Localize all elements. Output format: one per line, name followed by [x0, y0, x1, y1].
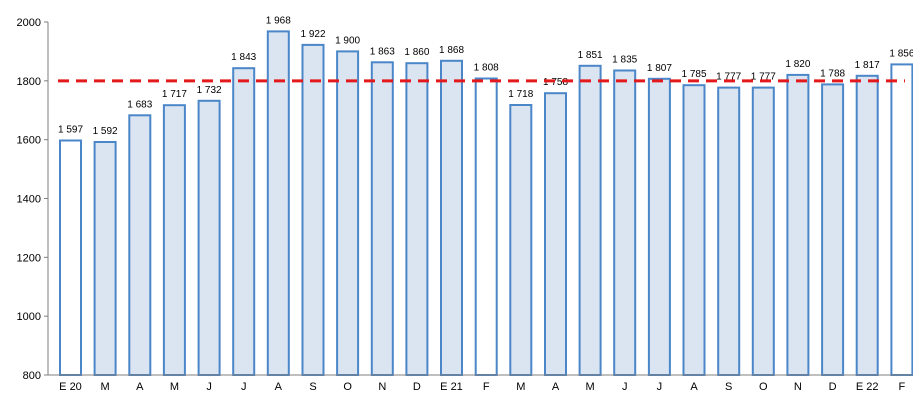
category-label-0: E 20 [59, 381, 82, 393]
y-tick-label: 2000 [17, 17, 41, 29]
data-label-6: 1 968 [266, 15, 291, 26]
data-label-17: 1 807 [647, 63, 672, 74]
data-label-13: 1 718 [508, 89, 533, 100]
data-label-21: 1 820 [785, 59, 810, 70]
data-label-9: 1 863 [370, 46, 395, 57]
bar-4 [197, 99, 221, 377]
bar-13 [509, 104, 533, 376]
data-label-23: 1 817 [855, 60, 880, 71]
bar-16 [613, 69, 637, 376]
data-label-1: 1 592 [93, 126, 118, 137]
category-label-24: F [899, 381, 906, 393]
data-label-16: 1 835 [612, 55, 637, 66]
bar-2 [128, 114, 152, 377]
bar-21 [786, 73, 810, 377]
x-axis-category-labels: E 20 M A M J J A S O N D E 21 F M A M J J A S O N D E 22 F [59, 381, 905, 393]
category-label-23: E 22 [856, 381, 879, 393]
category-label-16: J [622, 381, 628, 393]
y-tick-label: 1400 [17, 194, 41, 206]
category-label-1: M [101, 381, 110, 393]
bar-18 [682, 84, 706, 376]
data-labels: 1 597 1 592 1 683 1 717 1 732 1 843 1 968 1 922… [58, 15, 913, 137]
bar-6 [266, 30, 290, 377]
category-label-18: A [690, 381, 698, 393]
data-label-5: 1 843 [231, 52, 256, 63]
category-label-22: D [829, 381, 837, 393]
data-label-2: 1 683 [127, 99, 152, 110]
bar-10 [405, 62, 429, 376]
bar-series [59, 30, 913, 377]
category-label-6: A [275, 381, 283, 393]
category-label-17: J [657, 381, 663, 393]
bar-23 [855, 74, 879, 377]
bar-3 [162, 104, 186, 376]
category-label-21: N [794, 381, 802, 393]
data-label-18: 1 785 [681, 69, 706, 80]
bar-1 [93, 141, 117, 376]
category-label-5: J [241, 381, 247, 393]
category-label-8: O [343, 381, 352, 393]
category-label-14: A [552, 381, 560, 393]
category-label-11: E 21 [440, 381, 463, 393]
y-tick-label: 1600 [17, 135, 41, 147]
bar-17 [647, 77, 671, 377]
y-axis-ticks: 800 1000 1200 1400 1600 1800 2000 [17, 17, 48, 382]
category-label-15: M [586, 381, 595, 393]
category-label-13: M [516, 381, 525, 393]
bar-22 [821, 83, 845, 377]
data-label-7: 1 922 [300, 29, 325, 40]
data-label-14: 1 758 [543, 77, 568, 88]
data-label-15: 1 851 [578, 50, 603, 61]
data-label-8: 1 900 [335, 35, 360, 46]
bar-9 [370, 61, 394, 377]
category-label-4: J [206, 381, 212, 393]
bar-20 [751, 86, 775, 376]
category-label-12: F [483, 381, 490, 393]
bar-12 [474, 77, 498, 376]
bar-11 [440, 59, 463, 377]
data-label-22: 1 788 [820, 68, 845, 79]
category-label-7: S [309, 381, 316, 393]
category-label-2: A [136, 381, 144, 393]
data-label-19: 1 777 [716, 72, 741, 83]
data-label-24: 1 856 [889, 48, 913, 59]
data-label-20: 1 777 [751, 72, 776, 83]
y-tick-label: 1000 [17, 311, 41, 323]
y-tick-label: 800 [23, 370, 41, 382]
bar-5 [232, 67, 256, 376]
category-label-3: M [170, 381, 179, 393]
y-tick-label: 1200 [17, 252, 41, 264]
category-label-20: O [759, 381, 768, 393]
y-tick-label: 1800 [17, 76, 41, 88]
data-label-3: 1 717 [162, 89, 187, 100]
bar-0 [59, 139, 82, 376]
data-label-10: 1 860 [404, 47, 429, 58]
bar-24 [890, 63, 913, 377]
category-label-9: N [378, 381, 386, 393]
data-label-4: 1 732 [197, 85, 222, 96]
data-label-0: 1 597 [58, 125, 83, 136]
bar-14 [544, 92, 567, 376]
category-label-10: D [413, 381, 421, 393]
data-label-12: 1 808 [474, 63, 499, 74]
bar-8 [336, 50, 360, 377]
category-label-19: S [725, 381, 732, 393]
bar-15 [578, 64, 602, 377]
bar-19 [717, 86, 741, 376]
bar-7 [301, 43, 325, 377]
data-label-11: 1 868 [439, 45, 464, 56]
